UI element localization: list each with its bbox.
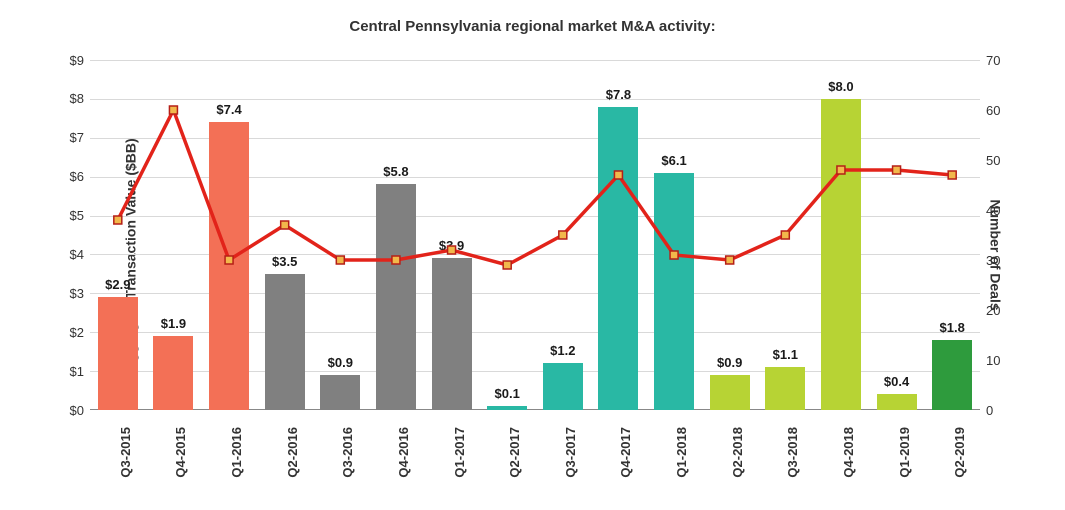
bar-value-label: $0.9 [702,355,758,370]
bar [710,375,750,410]
line-marker [503,261,511,269]
x-tick-label: Q2-2017 [507,427,522,507]
y-right-tick-label: 30 [986,253,1000,268]
bar-value-label: $0.9 [313,355,369,370]
bar-value-label: $0.4 [869,374,925,389]
bar [543,363,583,410]
bar-value-label: $6.1 [646,153,702,168]
y-left-tick-label: $5 [44,208,84,223]
chart-title: Central Pennsylvania regional market M&A… [0,18,1065,35]
x-tick-label: Q1-2016 [229,427,244,507]
y-right-tick-label: 50 [986,153,1000,168]
chart-root: Central Pennsylvania regional market M&A… [0,0,1065,510]
x-tick-label: Q2-2019 [952,427,967,507]
y-right-tick-label: 0 [986,403,993,418]
bar [265,274,305,410]
bar-value-label: $2.9 [90,277,146,292]
bar [598,107,638,410]
bar [153,336,193,410]
bar-value-label: $1.9 [146,316,202,331]
bar-value-label: $8.0 [813,79,869,94]
x-tick-label: Q2-2018 [730,427,745,507]
x-tick-label: Q3-2016 [340,427,355,507]
bar-value-label: $7.4 [201,102,257,117]
bar [209,122,249,410]
bar-value-label: $1.1 [758,347,814,362]
x-tick-label: Q3-2015 [118,427,133,507]
x-tick-label: Q4-2017 [618,427,633,507]
line-marker [726,256,734,264]
bar [320,375,360,410]
y-left-tick-label: $3 [44,286,84,301]
bar [765,367,805,410]
x-tick-label: Q4-2018 [841,427,856,507]
bar-value-label: $1.2 [535,343,591,358]
x-tick-label: Q4-2016 [396,427,411,507]
line-marker [114,216,122,224]
x-tick-label: Q3-2017 [563,427,578,507]
bar-value-label: $3.5 [257,254,313,269]
line-marker [336,256,344,264]
y-right-tick-label: 20 [986,303,1000,318]
bar-value-label: $7.8 [591,87,647,102]
bar-value-label: $1.8 [924,320,980,335]
y-left-tick-label: $6 [44,169,84,184]
bar [432,258,472,410]
y-left-tick-label: $7 [44,130,84,145]
line-marker [559,231,567,239]
line-marker [893,166,901,174]
bar [821,99,861,410]
bar [654,173,694,410]
y-left-tick-label: $9 [44,53,84,68]
y-left-tick-label: $1 [44,364,84,379]
y-left-tick-label: $8 [44,91,84,106]
bar [877,394,917,410]
y-left-tick-label: $0 [44,403,84,418]
gridline [90,60,980,61]
line-marker [948,171,956,179]
x-tick-label: Q4-2015 [173,427,188,507]
y-left-tick-label: $2 [44,325,84,340]
bar-value-label: $0.1 [479,386,535,401]
y-left-tick-label: $4 [44,247,84,262]
y-right-tick-label: 70 [986,53,1000,68]
bar [487,406,527,410]
bar-value-label: $3.9 [424,238,480,253]
line-marker [281,221,289,229]
plot-area: $2.9 $1.9 $7.4 $3.5 $0.9 $5.8 $3.9 $0.1 $1.2 $7.8… [90,60,980,410]
bar [376,184,416,410]
x-tick-label: Q2-2016 [285,427,300,507]
x-tick-label: Q1-2017 [452,427,467,507]
line-marker [169,106,177,114]
y-right-tick-label: 60 [986,103,1000,118]
x-tick-label: Q3-2018 [785,427,800,507]
bar-value-label: $5.8 [368,164,424,179]
bar [932,340,972,410]
y-right-tick-label: 40 [986,203,1000,218]
x-tick-label: Q1-2019 [897,427,912,507]
bar [98,297,138,410]
y-right-tick-label: 10 [986,353,1000,368]
x-tick-label: Q1-2018 [674,427,689,507]
line-marker [781,231,789,239]
